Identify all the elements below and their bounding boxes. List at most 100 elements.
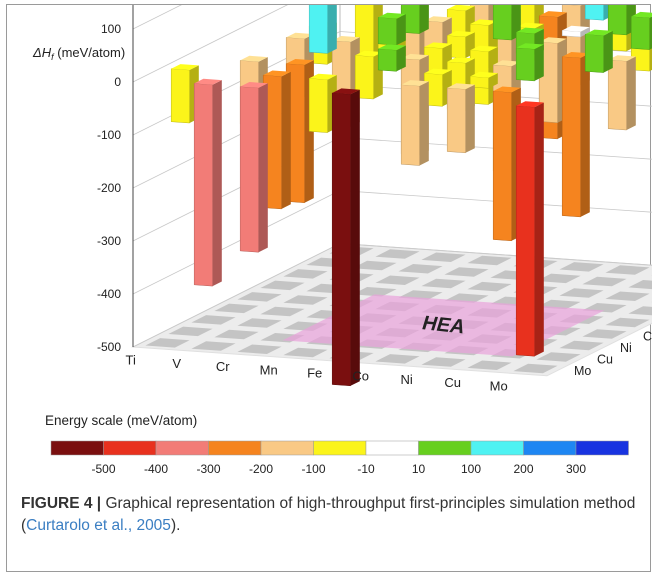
bar-front — [515, 47, 535, 82]
floor-tile — [582, 329, 627, 339]
colorbar-swatch — [523, 440, 577, 456]
bar-top — [309, 73, 337, 80]
bar-top — [516, 27, 544, 34]
floor-tile — [260, 280, 305, 291]
bar-V-Ti — [193, 78, 222, 287]
colorbar-swatch — [365, 440, 419, 456]
floor-tile — [421, 252, 466, 262]
bar-top — [585, 29, 613, 36]
bar-top — [470, 71, 498, 78]
floor-tile — [628, 280, 652, 290]
y-tick-label: -100 — [97, 128, 121, 142]
bar-front — [308, 5, 328, 54]
floor-tile — [421, 357, 466, 367]
bar-top — [424, 68, 452, 75]
citation-link[interactable]: Curtarolo et al., 2005 — [26, 517, 171, 534]
floor-tile — [145, 338, 190, 348]
bar-Mo-Co — [630, 11, 652, 50]
colorbar-swatch — [103, 440, 157, 456]
bar-top — [286, 59, 314, 65]
bar-side — [534, 102, 544, 357]
bar-front — [607, 5, 627, 36]
bar-front — [584, 5, 604, 21]
bar-side — [465, 84, 475, 153]
y-tick-label: -200 — [97, 181, 121, 195]
colorbar-tick-label: -400 — [144, 462, 168, 476]
bar-top — [240, 82, 268, 88]
bar-side — [603, 30, 613, 73]
colorbar-swatch — [260, 440, 314, 456]
colorbar-title: Energy scale (meV/atom) — [45, 413, 197, 428]
colorbar-tick-label: 100 — [461, 462, 481, 476]
caption-end: ). — [170, 517, 181, 534]
bar-top — [378, 44, 406, 51]
bar-top — [608, 55, 636, 62]
bar-side — [534, 44, 544, 81]
bar-side — [419, 81, 429, 166]
bar-front — [170, 68, 190, 124]
bar-front — [630, 16, 650, 50]
bar-Mo-Ti — [515, 101, 544, 357]
floor-tile — [214, 303, 259, 314]
bar-top — [631, 11, 652, 18]
floor-tile — [651, 301, 652, 303]
colorbar-tick-label: -500 — [91, 462, 115, 476]
x-axis-label-Fe: Fe — [307, 366, 322, 381]
colorbar-swatch — [208, 440, 262, 456]
bar-Fe-Ti — [331, 88, 360, 387]
colorbar-tick-label: -10 — [357, 462, 375, 476]
colorbar-tick-label: -200 — [249, 462, 273, 476]
bar-top — [447, 30, 475, 37]
colorbar-tick-label: -100 — [301, 462, 325, 476]
floor-tile — [237, 318, 282, 328]
bar-front — [492, 90, 512, 242]
bar-front — [193, 83, 213, 287]
bar-side — [281, 71, 291, 209]
bar-front — [308, 78, 328, 133]
bar-front — [239, 86, 259, 253]
floor-tile — [559, 262, 604, 272]
bar-Co-Co — [492, 5, 521, 41]
floor-tile — [628, 306, 652, 316]
bar-Ni-V — [446, 83, 475, 154]
figure-frame: HEA 200 100 0 -100 -200 -300 -400 -500 ΔHf (meV/… — [6, 4, 652, 572]
z-axis-label-Co: Co — [643, 329, 652, 343]
colorbar-swatch — [575, 440, 629, 456]
caption-text: Graphical representation of high-through… — [21, 495, 636, 534]
floor-tile — [536, 352, 581, 362]
x-axis-label-Cr: Cr — [216, 359, 230, 374]
x-axis-label-Ni: Ni — [401, 372, 413, 387]
z-axis-label-Cu: Cu — [597, 352, 613, 366]
y-axis-title: ΔHf (meV/atom) — [32, 45, 125, 62]
floor-tile — [375, 275, 420, 285]
floor-tile — [352, 287, 397, 297]
x-axis-label-Co: Co — [352, 369, 369, 384]
bar-top — [332, 36, 360, 42]
bar-front — [561, 56, 581, 218]
bar-side — [212, 80, 222, 287]
y-tick-label: -400 — [97, 287, 121, 301]
bar-side — [580, 53, 590, 217]
bar-Cr-Mn — [308, 5, 337, 54]
floor-tile — [582, 276, 627, 287]
bar-top — [286, 32, 314, 39]
floor-tile — [260, 306, 305, 317]
floor-tile — [375, 354, 420, 364]
bar-top — [263, 70, 291, 77]
bar-Mo-Mn — [584, 29, 613, 73]
floor-tile — [398, 264, 443, 274]
bar-Ni-Cr — [469, 71, 498, 89]
y-tick-label: -500 — [97, 340, 121, 354]
bars — [170, 5, 652, 387]
figure-caption: FIGURE 4 | Graphical representation of h… — [21, 493, 641, 537]
bar-top — [562, 52, 590, 58]
floor-tile — [651, 275, 652, 276]
colorbar-tick-label: 300 — [566, 462, 586, 476]
bar-top — [493, 86, 521, 93]
bar-side — [396, 14, 406, 46]
bar-top — [493, 60, 521, 67]
bar-top — [171, 64, 199, 70]
bar-top — [516, 43, 544, 50]
bar-Cu-Fe — [561, 52, 590, 218]
bar-top — [470, 19, 498, 26]
